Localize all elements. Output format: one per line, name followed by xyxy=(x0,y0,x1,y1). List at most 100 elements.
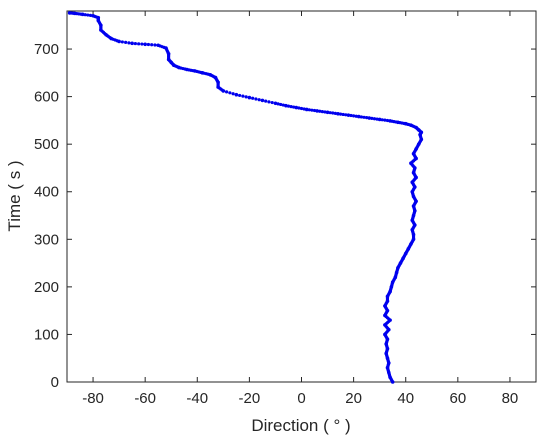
data-point-dense xyxy=(264,99,268,103)
data-point-dense xyxy=(276,102,280,106)
data-point-dense xyxy=(231,92,235,96)
data-point xyxy=(377,117,382,122)
data-point-dense xyxy=(140,42,144,46)
data-point xyxy=(304,107,309,112)
data-point-dense xyxy=(83,13,87,17)
data-point-dense xyxy=(375,117,379,121)
data-point xyxy=(388,119,392,123)
data-point-dense xyxy=(359,115,364,119)
data-point xyxy=(284,103,288,108)
y-axis: 0 100 200 300 400 500 600 700 xyxy=(34,41,536,391)
data-point xyxy=(91,13,95,18)
data-point-dense xyxy=(137,42,141,46)
data-point-dense xyxy=(88,13,93,17)
data-point-dense xyxy=(254,97,258,101)
data-point-dense xyxy=(365,116,369,120)
y-tick-label: 700 xyxy=(34,41,59,58)
data-point-dense xyxy=(349,113,353,118)
data-point-dense xyxy=(153,43,157,47)
x-axis-label: Direction ( ° ) xyxy=(251,416,350,435)
y-tick-label: 200 xyxy=(34,279,59,296)
data-point-dense xyxy=(127,41,131,45)
data-point-dense xyxy=(320,110,324,114)
data-point-dense xyxy=(238,93,242,98)
data-point-dense xyxy=(150,43,154,47)
data-point-dense xyxy=(328,111,332,115)
data-point-dense xyxy=(133,41,137,46)
data-point-dense xyxy=(292,105,296,109)
data-point xyxy=(273,101,278,106)
data-point-dense xyxy=(318,109,322,113)
y-tick-label: 500 xyxy=(34,136,59,153)
data-point-dense xyxy=(341,112,345,117)
x-tick-label: 40 xyxy=(397,390,414,407)
data-point xyxy=(346,113,351,117)
data-point xyxy=(357,114,361,119)
data-point xyxy=(367,116,372,120)
data-point-dense xyxy=(380,118,384,122)
data-point-dense xyxy=(352,114,356,118)
data-point xyxy=(325,110,330,115)
data-point-dense xyxy=(372,117,377,121)
x-tick-label: -80 xyxy=(82,390,104,407)
y-tick-label: 100 xyxy=(34,326,59,343)
data-point-dense xyxy=(385,118,390,123)
x-tick-label: 80 xyxy=(502,390,519,407)
data-series xyxy=(67,11,424,384)
data-point-dense xyxy=(228,91,232,95)
data-point-dense xyxy=(86,13,90,17)
data-point-dense xyxy=(279,102,283,107)
data-point-dense xyxy=(302,107,306,111)
data-point-dense xyxy=(286,104,291,108)
y-tick-label: 300 xyxy=(34,231,59,248)
data-point-dense xyxy=(312,108,317,113)
x-axis: -80 -60 -40 -20 0 20 40 60 80 xyxy=(82,11,518,407)
data-point-dense xyxy=(289,105,293,109)
data-point xyxy=(67,11,72,15)
y-tick-label: 0 xyxy=(51,374,59,391)
data-point-dense xyxy=(120,40,124,44)
data-point-dense xyxy=(299,106,304,111)
x-tick-label: -60 xyxy=(134,390,156,407)
data-point-dense xyxy=(281,103,285,107)
data-point xyxy=(156,43,160,48)
x-tick-label: -20 xyxy=(239,390,261,407)
data-point-dense xyxy=(344,113,348,117)
data-point-dense xyxy=(370,116,374,120)
data-point xyxy=(143,42,147,47)
data-point-dense xyxy=(333,111,337,115)
data-point-dense xyxy=(244,95,248,99)
data-point-dense xyxy=(310,108,314,112)
y-tick-label: 400 xyxy=(34,184,59,201)
data-point-dense xyxy=(241,94,245,98)
data-point-dense xyxy=(307,108,311,112)
data-point xyxy=(234,92,239,97)
data-point xyxy=(130,41,134,46)
data-point xyxy=(247,95,252,100)
plot-area xyxy=(66,10,537,383)
data-point-dense xyxy=(297,106,301,110)
data-point-dense xyxy=(267,100,271,104)
x-tick-label: 60 xyxy=(449,390,466,407)
data-point-dense xyxy=(257,98,261,102)
x-tick-label: 20 xyxy=(345,390,362,407)
data-point-dense xyxy=(146,42,151,47)
x-tick-label: 0 xyxy=(297,390,305,407)
data-point-dense xyxy=(354,114,358,118)
y-tick-label: 600 xyxy=(34,89,59,106)
data-point-dense xyxy=(251,96,255,100)
data-point-dense xyxy=(224,90,229,94)
y-axis-label: Time ( s ) xyxy=(5,160,24,231)
data-point-dense xyxy=(323,110,327,114)
data-point-dense xyxy=(338,112,343,116)
data-point-dense xyxy=(270,100,274,105)
data-point xyxy=(315,109,319,113)
data-point xyxy=(294,105,299,110)
data-point-dense xyxy=(383,118,387,122)
data-point-dense xyxy=(124,40,128,44)
data-point xyxy=(336,111,340,116)
data-point-dense xyxy=(362,115,366,119)
x-tick-label: -40 xyxy=(186,390,208,407)
data-point xyxy=(260,98,265,103)
